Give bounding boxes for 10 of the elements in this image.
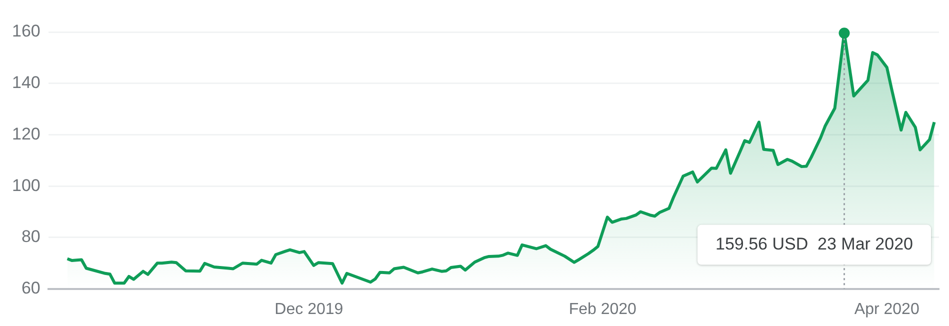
y-tick-label: 160	[12, 22, 40, 41]
y-tick-label: 140	[12, 73, 40, 92]
y-tick-label: 100	[12, 176, 40, 195]
y-tick-label: 80	[21, 227, 40, 246]
x-tick-label: Dec 2019	[274, 300, 344, 318]
y-tick-label: 120	[12, 124, 40, 144]
x-tick-label: Apr 2020	[854, 300, 920, 318]
annotation: 159.56 USD 23 Mar 2020	[715, 234, 914, 254]
x-tick-label: Feb 2020	[568, 300, 637, 318]
y-tick-label: 60	[21, 278, 40, 298]
